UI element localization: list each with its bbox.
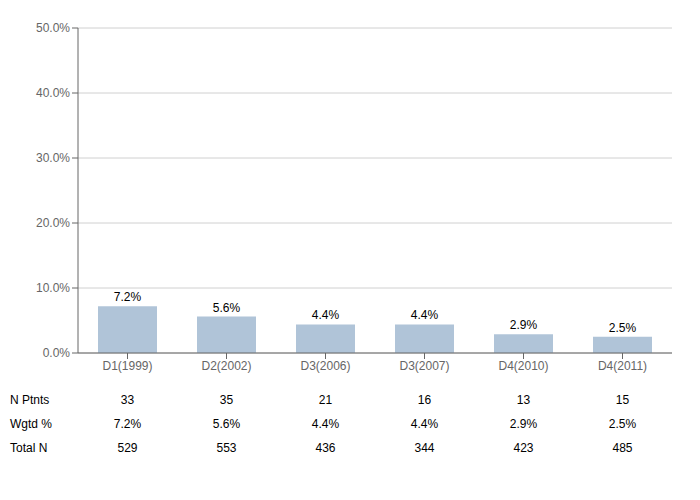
html-text:35: 35	[219, 393, 234, 407]
svg-text:D4(2010): D4(2010)	[498, 359, 548, 373]
html-text:Wgtd %: Wgtd %	[10, 417, 52, 431]
html-text:344: 344	[414, 441, 435, 455]
html-text:4.4%: 4.4%	[410, 417, 439, 431]
svg-text:0.0%: 0.0%	[43, 346, 71, 360]
svg-text:50.0%: 50.0%	[36, 21, 70, 35]
html-text:15: 15	[615, 393, 630, 407]
svg-text:D2(2002): D2(2002)	[201, 359, 251, 373]
html-text:4.4%: 4.4%	[311, 417, 340, 431]
html-text:5.6%: 5.6%	[212, 417, 241, 431]
svg-text:D1(1999): D1(1999)	[102, 359, 152, 373]
html-text:2.9%: 2.9%	[509, 417, 538, 431]
html-text:N Ptnts: N Ptnts	[10, 393, 50, 407]
html-text:21: 21	[318, 393, 333, 407]
html-text:553: 553	[216, 441, 237, 455]
svg-text:D4(2011): D4(2011)	[598, 359, 647, 373]
svg-text:40.0%: 40.0%	[36, 86, 70, 100]
svg-text:10.0%: 10.0%	[36, 281, 70, 295]
svg-text:4.4%: 4.4%	[312, 308, 340, 322]
svg-text:7.2%: 7.2%	[114, 290, 142, 304]
svg-text:30.0%: 30.0%	[36, 151, 70, 165]
html-text:436: 436	[315, 441, 336, 455]
html-text:485: 485	[612, 441, 633, 455]
svg-text:5.6%: 5.6%	[213, 301, 241, 315]
html-text:Total N: Total N	[10, 441, 48, 455]
svg-text:4.4%: 4.4%	[411, 308, 439, 322]
html-text:33: 33	[120, 393, 135, 407]
svg-text:2.9%: 2.9%	[510, 318, 538, 332]
html-text:423: 423	[513, 441, 534, 455]
svg-text:D3(2007): D3(2007)	[399, 359, 449, 373]
svg-text:2.5%: 2.5%	[609, 321, 637, 335]
html-text:7.2%: 7.2%	[113, 417, 142, 431]
svg-text:D3(2006): D3(2006)	[300, 359, 350, 373]
html-text:529: 529	[117, 441, 138, 455]
html-text:2.5%: 2.5%	[608, 417, 637, 431]
html-text:16: 16	[417, 393, 432, 407]
html-text:13: 13	[516, 393, 531, 407]
svg-text:20.0%: 20.0%	[36, 216, 70, 230]
